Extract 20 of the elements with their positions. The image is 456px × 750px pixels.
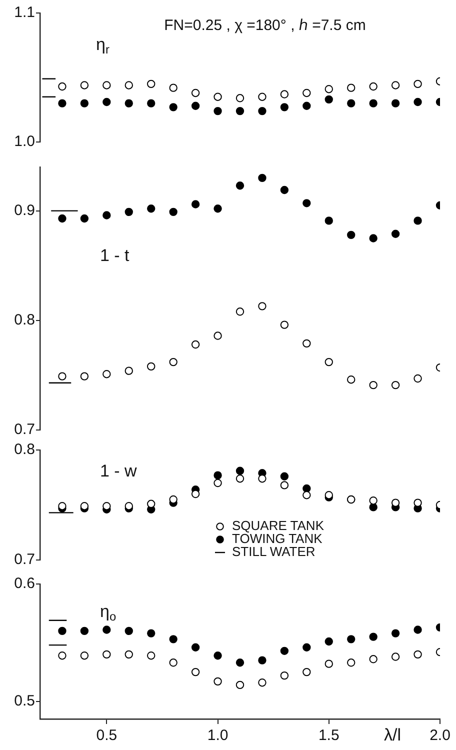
y-tick-label: 1.1 xyxy=(14,4,35,22)
y-tick-label: 1.0 xyxy=(14,133,35,150)
legend-label: SQUARE TANK xyxy=(232,518,324,534)
x-tick-label: 2.0 xyxy=(430,727,450,744)
x-tick-label: 1.0 xyxy=(207,727,228,744)
x-tick-label: 1.5 xyxy=(318,727,340,744)
y-tick-label: 0.6 xyxy=(14,575,35,592)
chart-title: FN=0.25 , χ =180° , ℎ =7.5 cm xyxy=(163,16,367,34)
y-tick-label: 0.9 xyxy=(14,202,35,219)
y-tick-label: 0.5 xyxy=(14,692,35,710)
annotation: 1 - t xyxy=(100,246,130,266)
y-tick-label: 0.8 xyxy=(14,441,35,458)
legend-label: TOWING TANK xyxy=(232,531,323,546)
legend-label: STILL WATER xyxy=(232,544,316,560)
y-tick-label: 0.7 xyxy=(14,421,35,438)
y-tick-label: 0.8 xyxy=(14,312,35,329)
y-tick-label: 0.7 xyxy=(14,551,35,568)
x-axis-title: λ/l xyxy=(384,726,401,745)
x-tick-label: 0.5 xyxy=(96,727,118,744)
annotation: 1 - w xyxy=(100,462,138,481)
